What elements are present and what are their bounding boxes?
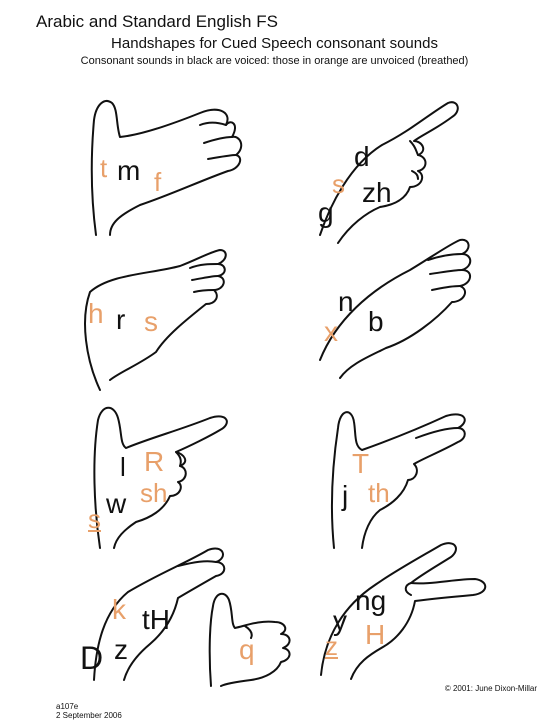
handshape-2: d s g zh xyxy=(310,95,470,245)
hand-5-letter-e: w xyxy=(106,488,127,519)
handshape-6: T j th xyxy=(320,398,480,549)
hand-7-letter-a: k xyxy=(112,594,126,625)
hand-outline-icon xyxy=(90,100,243,236)
hand-9-letter-a: ng xyxy=(355,585,387,616)
hand-outline-icon xyxy=(319,101,459,244)
hand-5-letter-b: R xyxy=(144,446,165,477)
handshape-5: l R sh s w xyxy=(80,398,240,549)
handshape-4: n x b xyxy=(310,230,480,380)
hand-outline-icon xyxy=(84,249,227,391)
hand-7-letter-d: z xyxy=(114,634,128,665)
hand-5-letter-a: l xyxy=(120,452,126,482)
hand-9-letter-c: H xyxy=(365,619,386,650)
handshape-7: k tH D z xyxy=(78,540,238,681)
hand-outline-icon xyxy=(319,238,472,379)
hand-1-letter-b: m xyxy=(117,155,141,186)
hand-3-letter-b: r xyxy=(116,304,126,335)
hand-3-letter-c: s xyxy=(144,306,158,337)
page-subtitle: Consonant sounds in black are voiced: th… xyxy=(80,55,469,67)
hand-5-letter-c: sh xyxy=(140,478,168,508)
document-meta: a107e 2 September 2006 xyxy=(56,702,122,720)
handshape-9: ng y H z xyxy=(305,535,490,680)
hand-1-letter-c: f xyxy=(154,167,162,197)
hand-6-letter-b: j xyxy=(342,480,349,511)
hand-6-letter-c: th xyxy=(368,478,390,508)
hand-2-letter-b: s xyxy=(332,169,345,199)
handshape-8: q xyxy=(205,586,305,687)
page-heading: Arabic and Standard English FS xyxy=(36,12,278,31)
hand-4-letter-a: n xyxy=(338,286,354,317)
handshape-1: t m f xyxy=(80,95,250,236)
hand-4-letter-c: b xyxy=(368,306,384,337)
document-date: 2 September 2006 xyxy=(56,711,122,721)
hand-9-letter-b: y xyxy=(333,605,347,636)
hand-7-letter-c: D xyxy=(80,640,104,676)
hand-2-letter-a: d xyxy=(354,141,370,172)
hand-8-letter-a: q xyxy=(239,634,255,665)
hand-outline-icon xyxy=(93,406,228,549)
hand-4-letter-b: x xyxy=(324,316,338,347)
hand-9-letter-d: z xyxy=(325,631,338,661)
hand-outline-icon xyxy=(330,411,466,549)
hand-1-letter-a: t xyxy=(100,153,108,183)
hand-2-letter-d: zh xyxy=(362,177,392,208)
hand-2-letter-c: g xyxy=(318,197,334,228)
document-code: a107e xyxy=(56,702,79,711)
hand-5-letter-d: s xyxy=(88,504,101,534)
hand-outline-icon xyxy=(93,547,226,681)
hand-3-letter-a: h xyxy=(88,298,104,329)
hand-outline-icon xyxy=(208,592,291,687)
hand-7-letter-b: tH xyxy=(142,604,170,635)
copyright-notice: © 2001: June Dixon-Millar xyxy=(444,684,537,693)
page-title: Handshapes for Cued Speech consonant sou… xyxy=(111,35,438,52)
handshape-3: h r s xyxy=(70,240,230,391)
hand-6-letter-a: T xyxy=(352,448,370,479)
hand-outline-icon xyxy=(320,542,487,680)
